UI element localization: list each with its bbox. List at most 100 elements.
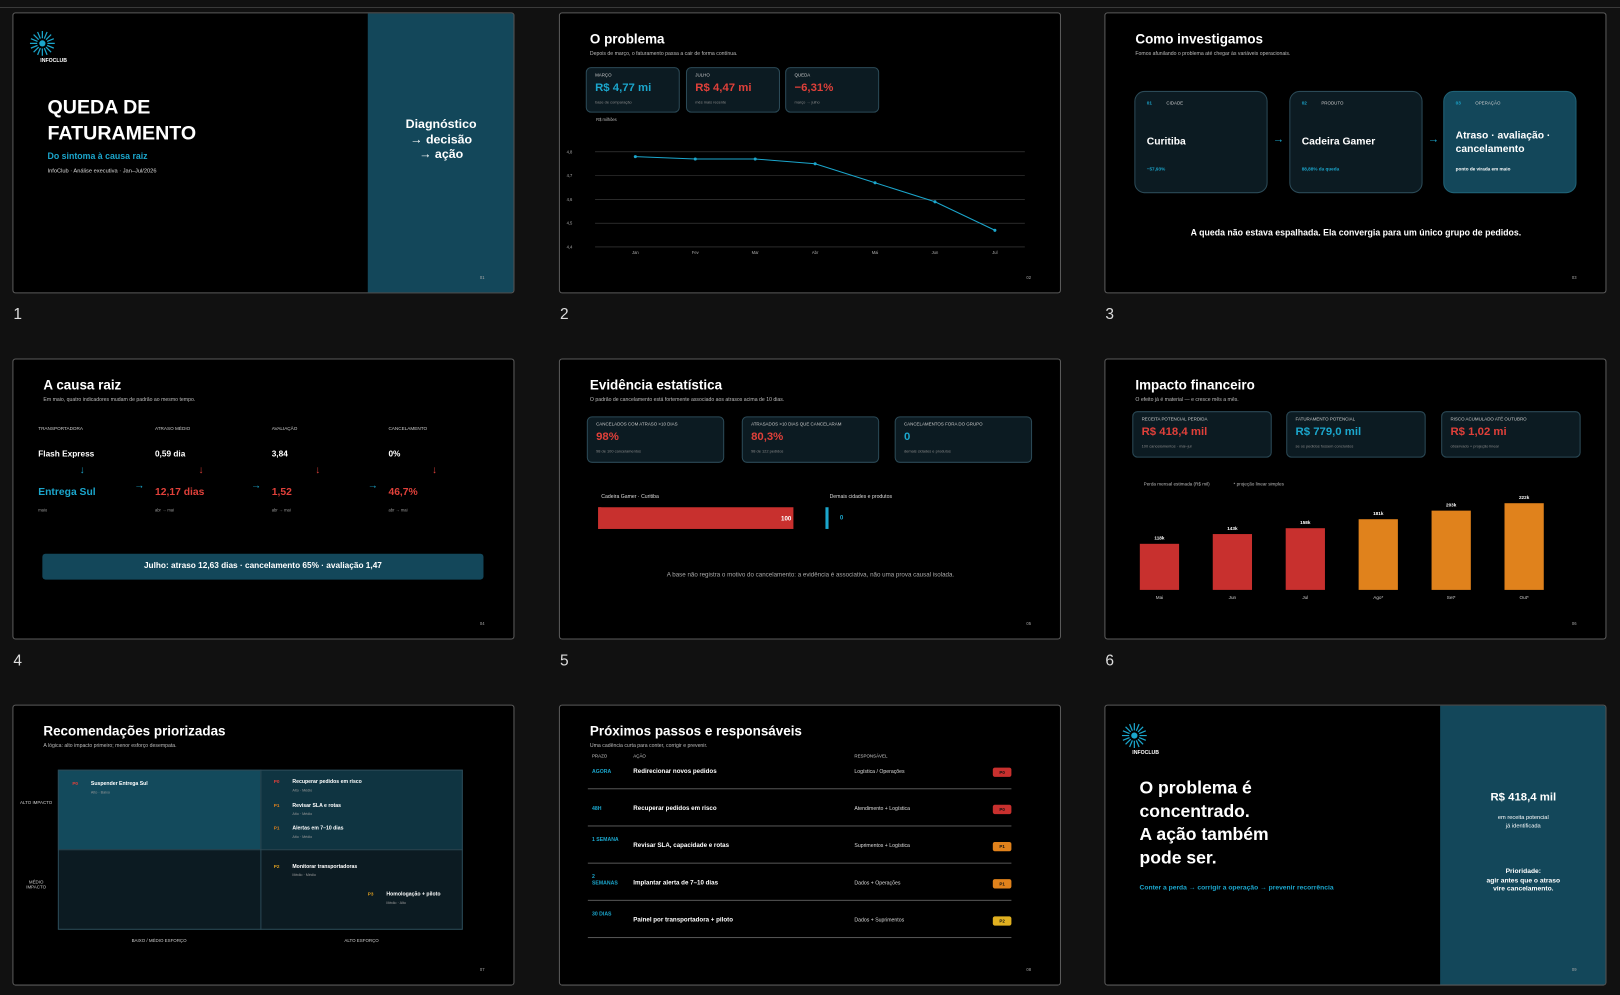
logo-icon	[29, 30, 55, 56]
before-value: 0%	[388, 449, 401, 459]
after-value: 46,7%	[388, 486, 418, 498]
top-divider	[0, 7, 1620, 8]
arrow-icon: →	[1427, 133, 1440, 146]
deadline: 2 SEMANAS	[591, 874, 618, 887]
row-divider	[587, 899, 1012, 901]
quadrant	[57, 849, 261, 930]
column-label: ALTO ESFORÇO	[344, 938, 379, 944]
row-divider	[587, 788, 1012, 790]
step-card: 03 OPERAÇÃO Atraso · avaliação · cancelame…	[1443, 90, 1577, 194]
kpi-note: mês mais recente	[695, 100, 727, 105]
down-arrow: ↓	[315, 464, 321, 477]
deadline: 30 DIAS	[591, 911, 612, 918]
owner: Suprimentos + Logística	[854, 843, 910, 850]
action: Recuperar pedidos em risco	[633, 805, 717, 813]
y-tick-label: 4,6	[567, 197, 573, 202]
bar-label: Cadeira Gamer · Curitiba	[601, 494, 659, 500]
slide-thumbnail[interactable]: INFOCLUB O problema é concentrado. A ação t…	[1104, 704, 1607, 986]
slide-number: 3	[1105, 305, 1115, 324]
down-arrow: ↓	[198, 464, 204, 477]
kpi-value: R$ 779,0 mil	[1295, 425, 1362, 439]
badge-text: P0	[999, 769, 1005, 775]
kpi-card: RISCO ACUMULADO ATÉ OUTUBRO R$ 1,02 mi obs…	[1441, 411, 1581, 458]
y-tick-label: 4,5	[567, 221, 573, 226]
slide-number: 2	[559, 305, 569, 324]
x-tick-label: Fev	[692, 250, 700, 255]
slide-subtitle: Depois de março, o faturamento passa a c…	[589, 50, 738, 57]
logo-icon	[1121, 723, 1147, 748]
priority-badge: P0	[992, 767, 1012, 777]
slide-thumbnail[interactable]: Evidência estatística O padrão de cancela…	[558, 358, 1061, 640]
slide-subtitle: A lógica: alto impacto primeiro; menor e…	[43, 742, 177, 749]
bar	[1212, 534, 1253, 590]
item-note: Alto · Baixo	[90, 790, 110, 795]
x-tick-label: Mar	[752, 250, 760, 255]
item-title: Recuperar pedidos em risco	[292, 778, 362, 786]
action: Revisar SLA, capacidade e rotas	[633, 843, 730, 850]
item-title: Alertas em 7–10 dias	[292, 825, 344, 832]
cover-meta: InfoClub · Análise executiva · Jan–Jul/2…	[47, 168, 157, 175]
right-arrow: →	[367, 480, 379, 492]
row-label: ALTO IMPACTO	[20, 799, 53, 805]
slide-thumbnail[interactable]: Próximos passos e responsáveis Uma cadênc…	[558, 704, 1061, 986]
value-label: 158k	[1300, 520, 1311, 525]
page-number: 02	[1026, 274, 1032, 280]
deadline: 48H	[591, 805, 602, 813]
bar	[1431, 510, 1471, 590]
side-text: → ação	[419, 146, 464, 162]
kpi-card: MARÇO R$ 4,77 mi base de comparação	[585, 67, 680, 113]
slide-thumbnail[interactable]: Impacto financeiro O efeito já é material…	[1104, 358, 1607, 640]
item-note: Alto · Médio	[292, 788, 313, 793]
action: Implantar alerta de 7–10 dias	[633, 880, 719, 887]
step-tag: OPERAÇÃO	[1475, 100, 1501, 106]
step-number: 01	[1146, 100, 1152, 106]
row-label: MÉDIO IMPACTO	[26, 879, 47, 890]
data-point	[813, 162, 817, 166]
owner: Logística / Operações	[854, 768, 905, 775]
kpi-card: FATURAMENTO POTENCIAL R$ 779,0 mil se os p…	[1286, 411, 1426, 458]
cover-subtitle: Do sintoma à causa raiz	[47, 150, 148, 162]
x-tick-label: Mai	[1156, 595, 1163, 600]
kpi-card: CANCELADOS COM ATRASO >10 DIAS 98% 98 de 1…	[586, 416, 725, 463]
slide-thumbnail[interactable]: Recomendações priorizadas A lógica: alto …	[12, 704, 515, 986]
step-note: ponto de virada em maio	[1455, 166, 1511, 172]
slide-thumbnail[interactable]: INFOCLUB QUEDA DE FATURAMENTO Do sintoma à …	[12, 12, 515, 294]
item-title: Revisar SLA e rotas	[292, 802, 341, 809]
row-divider	[587, 862, 1012, 864]
headline: concentrado.	[1139, 801, 1250, 821]
page-number: 09	[1571, 966, 1577, 973]
logo-text: INFOCLUB	[1132, 750, 1159, 757]
slide-subtitle: Uma cadência curta para conter, corrigir…	[589, 742, 708, 749]
side-panel	[1440, 705, 1606, 985]
priority-text: Prioridade:	[1505, 867, 1542, 876]
x-tick-label: Out*	[1519, 595, 1528, 600]
chart: Cadeira Gamer · Curitiba 100 Demais cidade…	[598, 494, 892, 529]
data-point	[873, 181, 877, 185]
item-note: Médio · Médio	[292, 872, 316, 878]
after-note: maio	[38, 507, 48, 513]
kpi-value: 98%	[596, 430, 619, 444]
y-tick-label: 4,7	[567, 173, 573, 178]
slide-thumbnail[interactable]: O problema Depois de março, o faturamento…	[558, 12, 1061, 294]
after-value: 12,17 dias	[154, 486, 205, 498]
headline: O problema é	[1139, 777, 1252, 798]
side-note: em receita potencial	[1497, 815, 1549, 822]
item-note: Médio · Alto	[386, 900, 406, 905]
x-tick-label: Ago*	[1373, 595, 1383, 600]
bar	[1139, 543, 1180, 590]
slide-thumbnail[interactable]: A causa raiz Em maio, quatro indicadores …	[12, 358, 515, 640]
side-text: → decisão	[410, 131, 473, 147]
slide-subtitle: Em maio, quatro indicadores mudam de pad…	[43, 396, 196, 403]
kpi-note: observado + projeção linear	[1450, 444, 1499, 449]
priority-tag: P3	[367, 891, 374, 897]
kpi-label: ATRASADOS >10 DIAS QUE CANCELARAM	[751, 421, 842, 427]
item-title: Homologação + piloto	[386, 891, 441, 898]
chart-title: Perda mensal estimada (R$ mil)	[1144, 482, 1211, 487]
kpi-note: se os pedidos fossem concluídos	[1295, 444, 1354, 449]
slide-number: 6	[1105, 651, 1115, 670]
priority-text: vire cancelamento.	[1493, 885, 1554, 893]
slide-thumbnail[interactable]: Como investigamos Fomos afunilando o prob…	[1104, 12, 1607, 294]
step-title: Curitiba	[1146, 136, 1186, 148]
priority-tag: P1	[273, 802, 280, 808]
